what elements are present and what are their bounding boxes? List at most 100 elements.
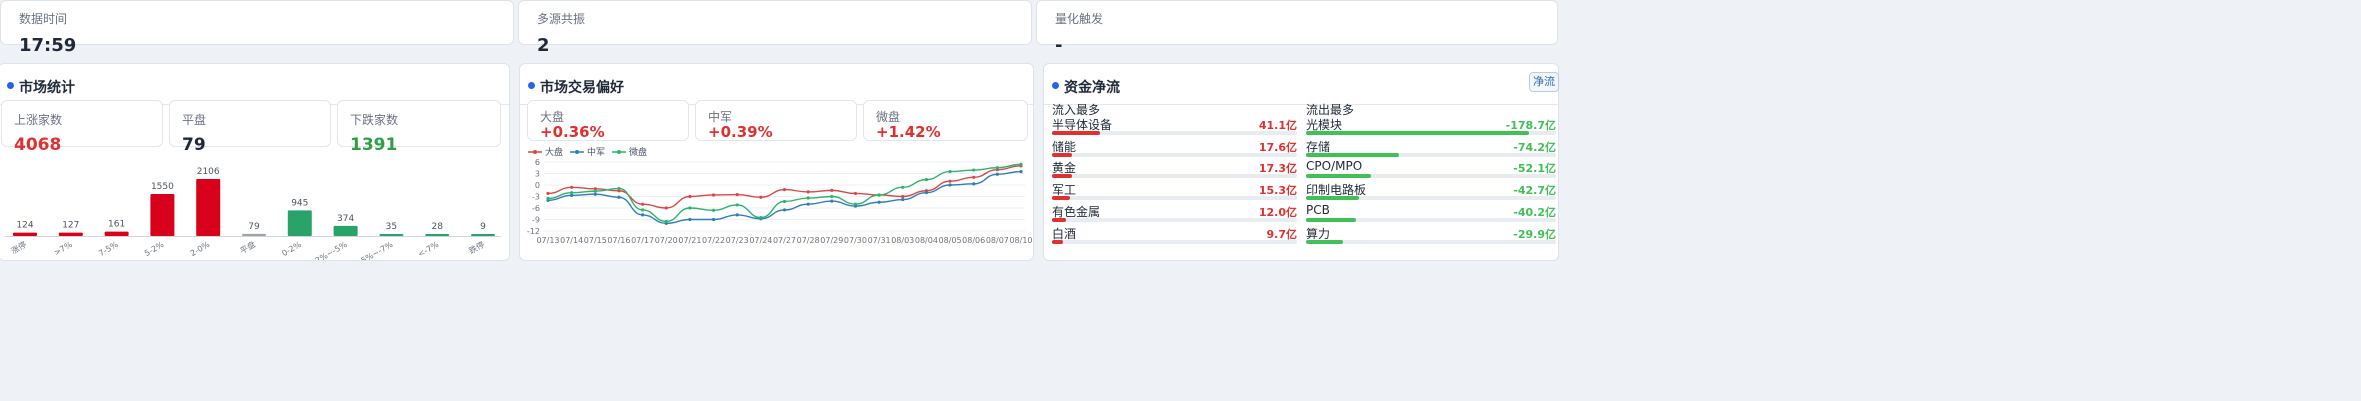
pref-card-large: 大盘 +0.36% [527, 100, 689, 141]
flow-row[interactable]: CPO/MPO -52.1亿 [1306, 159, 1556, 179]
mini-value: 4068 [14, 135, 62, 155]
flow-row[interactable]: 有色金属 12.0亿 [1052, 203, 1297, 223]
bar-value-label: 2106 [197, 167, 220, 177]
series-point [664, 219, 668, 224]
series-point [830, 188, 834, 192]
series-point [782, 188, 787, 192]
series-point [782, 208, 787, 212]
panel-dot-icon [7, 82, 14, 89]
series-point [759, 215, 763, 220]
flow-track [1306, 239, 1556, 244]
panel-title: 市场统计 [19, 80, 75, 96]
flow-row[interactable]: 印制电路板 -42.7亿 [1306, 181, 1556, 201]
x-tick-label: 08/05 [939, 236, 962, 245]
down-count-card: 下跌家数 1391 [337, 100, 501, 155]
flow-name: 半导体设备 [1052, 118, 1113, 132]
flow-bar [1052, 131, 1100, 135]
panel-dot-icon [528, 82, 535, 89]
legend-marker-1 [575, 150, 579, 154]
bar-category-label: 0-2% [280, 240, 303, 258]
series-point [877, 200, 881, 204]
series-point [570, 193, 574, 197]
mini-label: 平盘 [182, 113, 207, 127]
legend-label: 微盘 [629, 146, 647, 158]
flow-name: 印制电路板 [1306, 183, 1367, 198]
series-point [617, 186, 621, 191]
bar-value-label: 35 [386, 222, 397, 232]
series-point [948, 179, 952, 183]
mini-label: 上涨家数 [14, 113, 63, 127]
legend-label: 中军 [587, 146, 605, 158]
x-tick-label: 07/31 [868, 236, 891, 245]
x-tick-label: 07/13 [536, 236, 559, 245]
flow-row[interactable]: 黄金 17.3亿 [1052, 159, 1297, 179]
series-point [972, 175, 976, 179]
flow-row[interactable]: 存储 -74.2亿 [1306, 138, 1556, 158]
flow-row[interactable]: 半导体设备 41.1亿 [1052, 116, 1297, 136]
stat-card-data-time: 数据时间 17:59 [0, 0, 514, 56]
flow-row[interactable]: PCB -40.2亿 [1306, 203, 1556, 223]
flow-track [1052, 174, 1297, 179]
flow-row[interactable]: 算力 -29.9亿 [1306, 225, 1556, 245]
bar-7 [333, 225, 358, 236]
flow-row[interactable]: 光模块 -178.7亿 [1306, 116, 1556, 136]
flow-value: 15.3亿 [1258, 184, 1297, 198]
series-point [688, 217, 692, 222]
flow-name: 白酒 [1052, 226, 1077, 241]
series-point [782, 199, 787, 204]
stat-label: 多源共振 [537, 12, 586, 26]
trading-pref-panel: 市场交易偏好 大盘 +0.36% 中军 +0.39% 微盘 +1.42% 大盘中… [519, 63, 1034, 261]
flow-track [1306, 131, 1556, 135]
series-point [995, 166, 999, 170]
series-point [853, 202, 858, 206]
bar-value-label: 127 [62, 221, 79, 231]
series-point [664, 206, 668, 210]
x-tick-label: 08/03 [891, 236, 914, 245]
flow-name: 算力 [1306, 226, 1331, 241]
x-tick-label: 07/14 [560, 236, 583, 245]
series-point [570, 185, 574, 189]
x-tick-label: 07/22 [702, 236, 725, 245]
series-point [972, 168, 976, 172]
series-point [688, 206, 692, 210]
flow-name: PCB [1306, 202, 1330, 217]
outflow-list: 光模块 -178.7亿 存储 -74.2亿 CPO/MPO -52.1亿 印制电路板 -42.… [1306, 116, 1556, 256]
series-point [593, 192, 597, 196]
flow-track [1306, 152, 1556, 157]
flow-name: CPO/MPO [1306, 159, 1363, 174]
flow-name: 军工 [1052, 183, 1077, 198]
series-point [593, 187, 597, 191]
flow-track [1052, 217, 1297, 222]
series-point [570, 191, 574, 195]
series-point [641, 213, 645, 217]
capital-flow-panel: 资金净流 净流 流入最多 流出最多 半导体设备 41.1亿 储能 17.6亿 黄金 17.… [1043, 63, 1559, 261]
mini-value: +0.36% [540, 123, 605, 141]
flow-row[interactable]: 储能 17.6亿 [1052, 138, 1297, 158]
series-point [806, 190, 810, 194]
x-tick-label: 07/27 [773, 236, 796, 245]
mini-value: 79 [182, 135, 206, 155]
flow-bar [1306, 217, 1357, 222]
flow-track [1052, 239, 1297, 244]
x-tick-label: 07/28 [797, 236, 820, 245]
pref-card-micro: 微盘 +1.42% [863, 100, 1028, 141]
flat-count-card: 平盘 79 [169, 100, 331, 155]
flow-bar [1306, 196, 1360, 201]
bar-value-label: 1550 [151, 182, 174, 192]
series-point [617, 195, 621, 199]
series-point [735, 213, 739, 217]
flow-row[interactable]: 白酒 9.7亿 [1052, 225, 1297, 245]
series-point [806, 196, 810, 200]
stat-label: 数据时间 [19, 12, 68, 26]
bar-4 [196, 179, 221, 236]
mini-value: +0.39% [708, 123, 773, 141]
stat-card-quant-trigger: 量化触发 - [1036, 0, 1558, 56]
flow-row[interactable]: 军工 15.3亿 [1052, 181, 1297, 201]
y-tick-label: -12 [527, 227, 540, 236]
bar-category-label: 平盘 [238, 239, 257, 256]
mini-label: 微盘 [876, 110, 901, 124]
net-flow-button[interactable]: 净流 [1529, 72, 1559, 92]
flow-bar [1306, 239, 1344, 244]
y-tick-label: 3 [535, 170, 540, 179]
flow-value: -178.7亿 [1505, 119, 1556, 132]
